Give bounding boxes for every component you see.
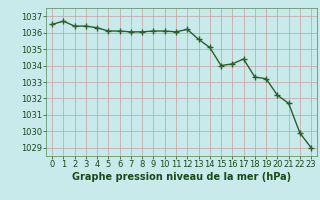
X-axis label: Graphe pression niveau de la mer (hPa): Graphe pression niveau de la mer (hPa): [72, 172, 291, 182]
